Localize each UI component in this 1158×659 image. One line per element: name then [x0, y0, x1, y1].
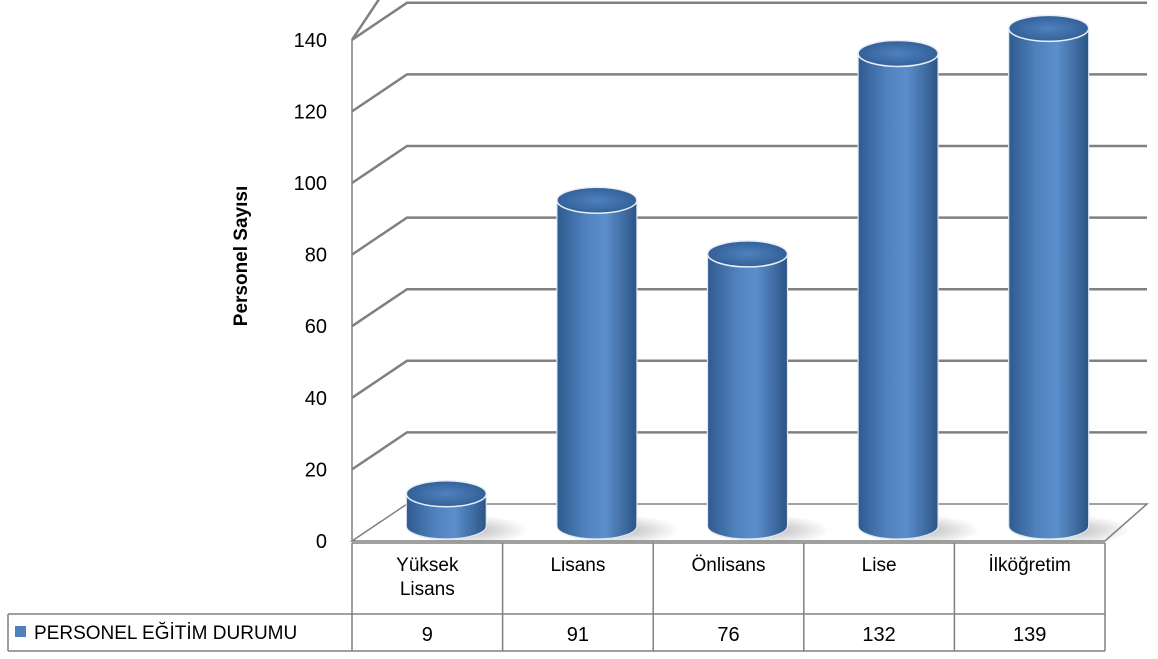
data-label: 132: [862, 624, 895, 646]
bar-top: [556, 186, 638, 214]
bar-body: [706, 253, 789, 540]
x-tick-label: Önlisans: [692, 555, 766, 576]
legend-series-name: PERSONEL EĞİTİM DURUMU: [34, 622, 297, 644]
bars: [405, 14, 1131, 545]
bar-body: [857, 52, 939, 540]
y-axis-title-text: Personel Sayısı: [231, 186, 252, 326]
legend-swatch: [15, 626, 26, 637]
y-tick-label: 40: [305, 388, 327, 410]
bar-top: [706, 240, 789, 268]
bar: [556, 186, 679, 545]
gridline: [350, 0, 381, 41]
x-tick-label: İlköğretim: [989, 555, 1071, 576]
y-tick-label: 120: [294, 101, 327, 123]
data-table: Yüksek Lisans Lisans Önlisans Lise İlköğretim…: [7, 542, 1106, 652]
bar: [405, 480, 529, 545]
y-tick-label: 100: [294, 173, 327, 195]
x-tick-label: Lisans: [550, 555, 605, 576]
gridline: [351, 1, 1147, 41]
x-tick-label: Lise: [862, 555, 897, 576]
bar: [706, 240, 830, 545]
bar-top: [405, 480, 488, 508]
bar-top: [857, 39, 939, 68]
y-axis-ticks: 0 20 40 60 80 100 120 140: [294, 30, 327, 553]
y-tick-label: 0: [316, 531, 327, 553]
data-label: 139: [1013, 624, 1046, 646]
y-tick-label: 140: [294, 30, 327, 52]
bar: [1007, 14, 1131, 545]
bar: [857, 39, 981, 545]
bar-body: [556, 199, 638, 540]
x-tick-label: Yüksek Lisans: [396, 555, 459, 600]
data-table-grid: [7, 542, 1106, 652]
y-tick-label: 60: [305, 316, 327, 338]
data-label: 9: [422, 624, 433, 646]
y-tick-label: 20: [305, 459, 327, 481]
bar-body: [1008, 27, 1090, 540]
y-tick-label: 80: [305, 245, 327, 267]
data-label: 91: [567, 624, 589, 646]
bar-top: [1007, 14, 1090, 43]
data-label: 76: [717, 624, 739, 646]
y-axis-title: Personel Sayısı: [231, 186, 252, 326]
